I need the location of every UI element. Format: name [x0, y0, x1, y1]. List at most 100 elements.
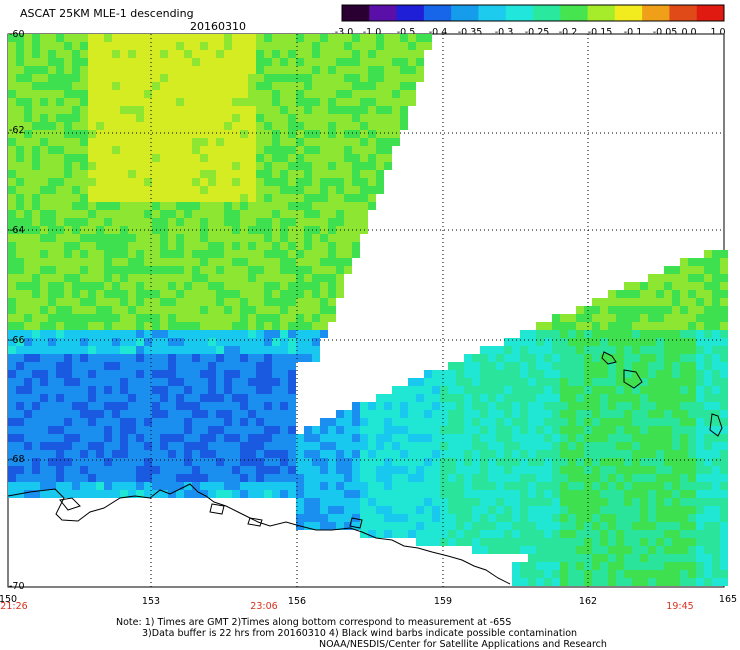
swath-cell: [424, 402, 432, 410]
swath-cell: [336, 466, 344, 474]
swath-cell: [560, 354, 568, 362]
swath-cell: [496, 530, 504, 538]
swath-cell: [128, 354, 136, 362]
swath-cell: [280, 74, 288, 82]
swath-cell: [224, 346, 232, 354]
swath-cell: [416, 450, 424, 458]
swath-cell: [32, 162, 40, 170]
swath-cell: [8, 98, 16, 106]
swath-cell: [608, 346, 616, 354]
swath-cell: [568, 466, 576, 474]
swath-cell: [24, 146, 32, 154]
swath-cell: [344, 490, 352, 498]
swath-cell: [184, 114, 192, 122]
swath-cell: [56, 218, 64, 226]
swath-cell: [504, 490, 512, 498]
swath-cell: [144, 338, 152, 346]
swath-cell: [32, 122, 40, 130]
swath-cell: [216, 106, 224, 114]
swath-cell: [192, 130, 200, 138]
swath-cell: [352, 506, 360, 514]
swath-cell: [520, 418, 528, 426]
swath-cell: [312, 218, 320, 226]
swath-cell: [576, 546, 584, 554]
swath-cell: [104, 154, 112, 162]
swath-cell: [32, 378, 40, 386]
swath-cell: [408, 442, 416, 450]
swath-cell: [312, 314, 320, 322]
swath-cell: [224, 210, 232, 218]
swath-cell: [688, 298, 696, 306]
swath-cell: [416, 506, 424, 514]
swath-cell: [328, 498, 336, 506]
swath-cell: [40, 290, 48, 298]
swath-cell: [400, 410, 408, 418]
swath-cell: [280, 42, 288, 50]
swath-cell: [448, 394, 456, 402]
swath-cell: [296, 274, 304, 282]
swath-cell: [488, 434, 496, 442]
swath-cell: [616, 498, 624, 506]
swath-cell: [152, 242, 160, 250]
swath-cell: [568, 474, 576, 482]
swath-cell: [40, 386, 48, 394]
swath-cell: [272, 298, 280, 306]
swath-cell: [88, 386, 96, 394]
swath-cell: [120, 138, 128, 146]
swath-cell: [720, 322, 728, 330]
swath-cell: [648, 418, 656, 426]
swath-cell: [8, 426, 16, 434]
swath-cell: [312, 506, 320, 514]
swath-cell: [368, 58, 376, 66]
swath-cell: [240, 218, 248, 226]
swath-cell: [384, 474, 392, 482]
swath-cell: [56, 362, 64, 370]
swath-cell: [176, 282, 184, 290]
swath-cell: [184, 330, 192, 338]
swath-cell: [120, 378, 128, 386]
swath-cell: [80, 426, 88, 434]
swath-cell: [96, 298, 104, 306]
swath-cell: [256, 186, 264, 194]
swath-cell: [624, 562, 632, 570]
swath-cell: [8, 138, 16, 146]
swath-cell: [608, 474, 616, 482]
swath-cell: [352, 234, 360, 242]
swath-cell: [528, 442, 536, 450]
swath-cell: [384, 154, 392, 162]
swath-cell: [280, 474, 288, 482]
swath-cell: [32, 218, 40, 226]
swath-cell: [32, 170, 40, 178]
swath-cell: [472, 386, 480, 394]
swath-cell: [144, 322, 152, 330]
swath-cell: [32, 234, 40, 242]
swath-cell: [552, 578, 560, 586]
swath-cell: [600, 490, 608, 498]
swath-cell: [256, 34, 264, 42]
swath-cell: [200, 98, 208, 106]
swath-cell: [80, 258, 88, 266]
swath-cell: [160, 130, 168, 138]
swath-cell: [40, 42, 48, 50]
swath-cell: [160, 258, 168, 266]
swath-cell: [48, 330, 56, 338]
swath-cell: [552, 474, 560, 482]
swath-cell: [312, 50, 320, 58]
swath-cell: [600, 514, 608, 522]
swath-cell: [16, 234, 24, 242]
swath-cell: [344, 106, 352, 114]
swath-cell: [224, 170, 232, 178]
swath-cell: [512, 426, 520, 434]
swath-cell: [400, 66, 408, 74]
swath-cell: [280, 170, 288, 178]
swath-cell: [576, 418, 584, 426]
swath-cell: [456, 498, 464, 506]
swath-cell: [40, 354, 48, 362]
swath-cell: [624, 362, 632, 370]
lon-label: 165: [719, 594, 737, 605]
swath-cell: [24, 186, 32, 194]
swath-cell: [208, 298, 216, 306]
swath-cell: [224, 42, 232, 50]
swath-cell: [600, 474, 608, 482]
swath-cell: [120, 442, 128, 450]
